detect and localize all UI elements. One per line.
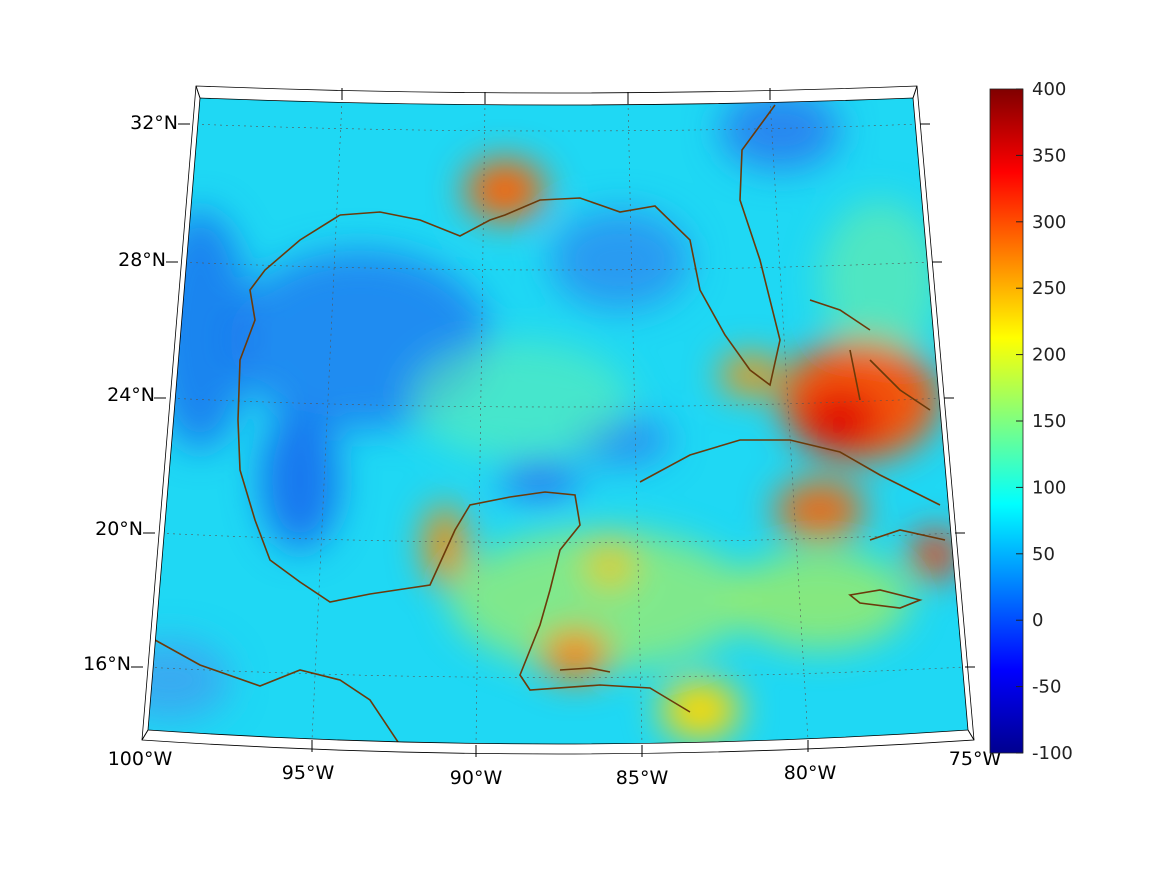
colorbar-tick-label: 100 bbox=[1032, 477, 1066, 498]
lat-label: 20°N bbox=[95, 518, 143, 540]
colorbar-tick-label: 250 bbox=[1032, 278, 1066, 299]
map-frame bbox=[131, 85, 975, 757]
lon-label: 95°W bbox=[282, 762, 335, 784]
colorbar-tick-label: -50 bbox=[1032, 677, 1061, 698]
longitude-labels: 100°W 95°W 90°W 85°W 80°W 75°W bbox=[108, 748, 1002, 789]
colorbar-tick-label: 50 bbox=[1032, 544, 1055, 565]
latitude-labels: 32°N 28°N 24°N 20°N 16°N bbox=[83, 112, 178, 675]
lat-label: 32°N bbox=[130, 112, 178, 134]
lon-label: 100°W bbox=[108, 748, 173, 770]
colorbar: 400 350 300 250 200 150 100 50 0 -50 -100 bbox=[989, 79, 1073, 764]
colorbar-tick-label: 150 bbox=[1032, 411, 1066, 432]
lon-label: 75°W bbox=[949, 748, 1002, 770]
lon-label: 80°W bbox=[784, 762, 837, 784]
colorbar-tick-label: 300 bbox=[1032, 212, 1066, 233]
field-map bbox=[148, 98, 968, 744]
lat-label: 24°N bbox=[107, 384, 155, 406]
colorbar-tick-label: -100 bbox=[1032, 743, 1073, 764]
lat-label: 16°N bbox=[83, 653, 131, 675]
colorbar-tick-label: 200 bbox=[1032, 345, 1066, 366]
lon-label: 85°W bbox=[616, 767, 669, 789]
lon-label: 90°W bbox=[450, 767, 503, 789]
colorbar-tick-label: 400 bbox=[1032, 79, 1066, 100]
lat-label: 28°N bbox=[118, 249, 166, 271]
coastline bbox=[154, 104, 946, 744]
graticule bbox=[148, 99, 966, 744]
colorbar-tick-label: 350 bbox=[1032, 145, 1066, 166]
colorbar-tick-label: 0 bbox=[1032, 610, 1043, 631]
